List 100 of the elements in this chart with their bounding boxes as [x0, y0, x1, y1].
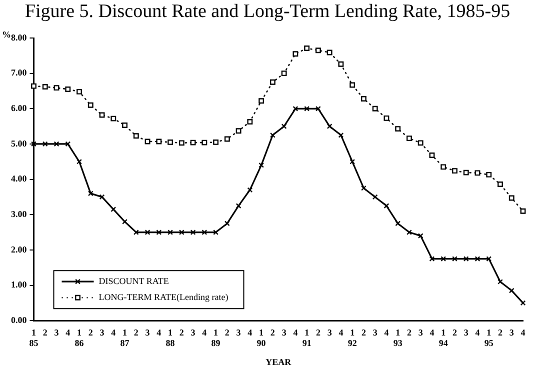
point: [133, 230, 139, 236]
x-tick-label: 4: [66, 327, 71, 338]
x-tick-label: 3: [509, 327, 514, 338]
x-tick-label: 2: [42, 327, 48, 338]
y-tick-label: 6.00: [11, 102, 28, 113]
point: [156, 138, 162, 144]
point: [236, 203, 242, 209]
point: [144, 230, 150, 236]
point: [304, 46, 310, 51]
x-tick-label: 4: [156, 327, 162, 338]
point: [326, 124, 332, 130]
point: [292, 51, 298, 57]
point: [236, 128, 242, 134]
x-tick-label: 4: [475, 327, 480, 338]
point: [110, 116, 116, 122]
point: [65, 86, 71, 92]
y-tick-label: 3.00: [11, 208, 28, 219]
point: [42, 141, 48, 147]
y-tick-label: 1.00: [11, 280, 28, 290]
point: [156, 230, 162, 236]
point: [247, 119, 253, 124]
legend-label: LONG-TERM RATE(Lending rate): [98, 292, 228, 302]
point: [395, 220, 401, 226]
point: [326, 50, 332, 56]
x-tick-label: 2: [224, 327, 230, 338]
point: [281, 70, 287, 76]
y-tick-label: 4.00: [11, 174, 28, 184]
y-tick-label: 5.00: [11, 138, 28, 148]
point: [133, 133, 139, 139]
x-tick-label: 2: [270, 327, 276, 338]
legend-label: DISCOUNT RATE: [98, 276, 170, 286]
point: [144, 138, 150, 144]
x-tick-label: 1 91: [302, 327, 312, 348]
point: [315, 48, 321, 54]
point: [258, 162, 264, 168]
point: [440, 256, 446, 262]
point: [88, 102, 94, 108]
x-tick-label: 3: [236, 327, 242, 338]
point: [406, 230, 412, 236]
x-tick-label: 1 85: [29, 327, 39, 348]
point: [213, 139, 219, 145]
point: [88, 190, 94, 196]
x-tick-label: 3: [327, 327, 332, 338]
x-tick-label: 2: [452, 327, 458, 338]
x-tick-label: 1 89: [211, 327, 221, 348]
x-tick-label: 2: [361, 327, 366, 338]
point: [54, 85, 60, 91]
x-tick-label: 4: [248, 327, 253, 338]
x-tick-label: 4: [384, 327, 390, 338]
x-tick-label: 4: [430, 327, 435, 338]
point: [270, 132, 276, 138]
point: [498, 279, 503, 284]
x-tick-label: 4: [293, 327, 298, 338]
point: [292, 106, 298, 112]
point: [213, 230, 219, 236]
chart-title: Figure 5. Discount Rate and Long-Term Lending Rate, 1985-95: [24, 0, 512, 24]
point: [42, 84, 48, 90]
point: [338, 132, 344, 138]
point: [315, 106, 321, 112]
x-tick-label: 1 90: [256, 327, 266, 348]
point: [304, 106, 310, 112]
point: [350, 158, 356, 164]
point: [360, 96, 366, 102]
point: [65, 141, 71, 147]
x-tick-label: 4: [202, 327, 208, 338]
point: [384, 115, 390, 121]
x-tick-label: 3: [464, 327, 469, 338]
point: [486, 172, 492, 178]
x-tick-label: 4: [338, 327, 344, 338]
point: [372, 194, 378, 200]
y-tick-label: 2.00: [11, 244, 28, 254]
point: [31, 83, 36, 89]
point: [168, 230, 174, 236]
point: [202, 140, 208, 146]
point: [350, 82, 356, 88]
point: [247, 187, 253, 193]
point: [202, 230, 208, 236]
x-tick-label: 2: [179, 327, 184, 338]
x-tick-label: 4: [111, 327, 116, 338]
point: [418, 233, 424, 239]
x-tick-label: 3: [145, 327, 150, 338]
x-tick-label: 1 86: [74, 327, 84, 348]
point: [168, 139, 174, 145]
point: [463, 170, 469, 176]
point: [452, 256, 458, 262]
point: [99, 194, 105, 200]
x-axis-title: YEAR: [266, 356, 292, 367]
x-tick-label: 2: [316, 327, 321, 338]
point: [508, 195, 514, 201]
point: [508, 288, 514, 294]
x-tick-label: 1 87: [120, 327, 130, 348]
point: [281, 124, 287, 130]
point: [224, 136, 230, 142]
x-tick-label: 1 92: [348, 327, 358, 348]
point: [498, 182, 503, 187]
x-tick-label: 3: [418, 327, 424, 338]
point: [486, 256, 492, 262]
x-tick-label: 2: [498, 327, 503, 338]
point: [452, 168, 458, 174]
y-axis-title: %: [2, 29, 11, 40]
